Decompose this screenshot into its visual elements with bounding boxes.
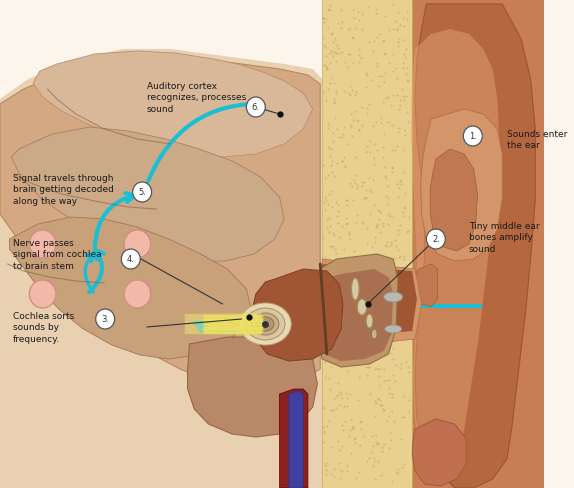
Polygon shape: [322, 264, 417, 339]
Polygon shape: [413, 264, 438, 307]
Circle shape: [29, 281, 56, 308]
Polygon shape: [188, 337, 317, 437]
Polygon shape: [412, 419, 466, 486]
Polygon shape: [251, 269, 343, 361]
Polygon shape: [11, 128, 284, 262]
Text: Auditory cortex
recognizes, processes
sound: Auditory cortex recognizes, processes so…: [147, 82, 246, 113]
Polygon shape: [320, 269, 393, 361]
Polygon shape: [317, 254, 398, 367]
Circle shape: [246, 98, 265, 118]
Polygon shape: [185, 313, 263, 335]
Polygon shape: [280, 389, 308, 488]
Polygon shape: [322, 260, 422, 349]
Polygon shape: [411, 30, 499, 479]
Ellipse shape: [239, 304, 291, 346]
Text: 1.: 1.: [469, 132, 477, 141]
Text: 6.: 6.: [252, 103, 260, 112]
Ellipse shape: [252, 313, 279, 335]
Ellipse shape: [366, 314, 373, 328]
Polygon shape: [289, 391, 303, 488]
Ellipse shape: [257, 317, 274, 331]
Circle shape: [124, 230, 150, 259]
Text: 3.: 3.: [101, 315, 109, 324]
Polygon shape: [408, 0, 544, 488]
Polygon shape: [0, 50, 322, 488]
Circle shape: [96, 309, 115, 329]
Circle shape: [426, 229, 445, 249]
Polygon shape: [322, 0, 412, 488]
Polygon shape: [430, 150, 478, 251]
Ellipse shape: [246, 308, 285, 340]
Polygon shape: [415, 5, 536, 488]
Polygon shape: [10, 218, 251, 359]
Ellipse shape: [351, 279, 359, 301]
Ellipse shape: [357, 299, 367, 315]
Circle shape: [121, 249, 140, 269]
Circle shape: [124, 281, 150, 308]
Circle shape: [29, 230, 56, 259]
Polygon shape: [33, 52, 313, 158]
Text: 2.: 2.: [432, 235, 440, 244]
Ellipse shape: [371, 329, 377, 339]
Circle shape: [463, 127, 482, 147]
Polygon shape: [421, 110, 502, 262]
Text: Cochlea sorts
sounds by
frequency.: Cochlea sorts sounds by frequency.: [13, 312, 75, 343]
Text: 4.: 4.: [127, 255, 135, 264]
Polygon shape: [0, 56, 320, 389]
Ellipse shape: [261, 320, 270, 328]
Text: Sounds enter
the ear: Sounds enter the ear: [507, 130, 567, 150]
Text: 5.: 5.: [138, 188, 146, 197]
Circle shape: [133, 183, 152, 203]
Text: Signal travels through
brain getting decoded
along the way: Signal travels through brain getting dec…: [13, 174, 114, 205]
Text: Tiny middle ear
bones amplify
sound: Tiny middle ear bones amplify sound: [469, 222, 540, 253]
Text: Nerve passes
signal from cochlea
to brain stem: Nerve passes signal from cochlea to brai…: [13, 239, 102, 270]
Ellipse shape: [385, 325, 402, 333]
Ellipse shape: [384, 292, 403, 303]
